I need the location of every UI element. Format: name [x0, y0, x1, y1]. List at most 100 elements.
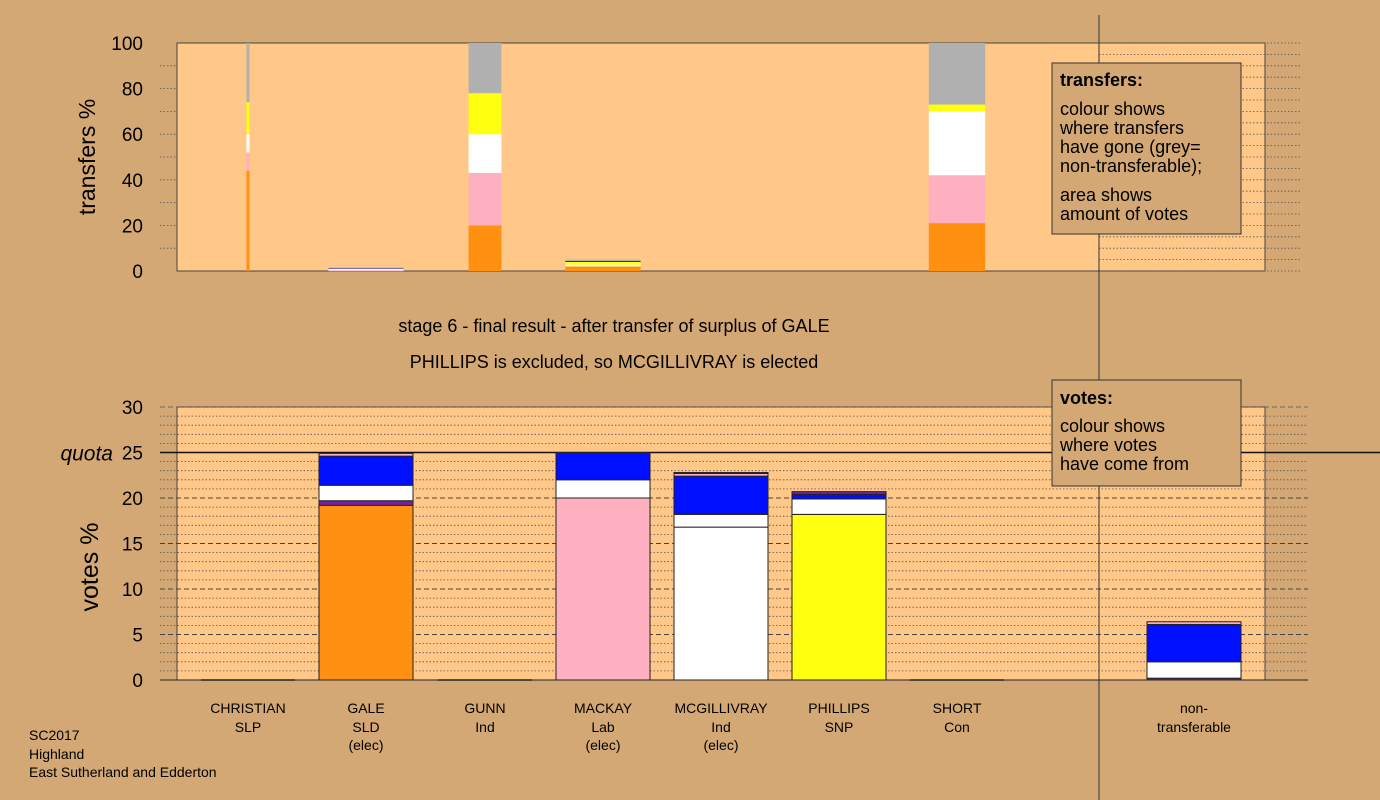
legend-line: where transfers [1059, 118, 1184, 138]
vote-segment [791, 491, 887, 495]
transfers-y-axis-label: transfers % [74, 99, 100, 215]
votes-legend-title: votes: [1060, 388, 1113, 408]
y-tick-label: 60 [122, 125, 143, 146]
stage-result: PHILLIPS is excluded, so MCGILLIVRAY is … [410, 352, 819, 372]
candidate-party: SNP [825, 719, 854, 735]
stage-title: stage 6 - final result - after transfer … [398, 316, 829, 336]
y-tick-label: 0 [132, 262, 143, 283]
nontransferable-label: non- [1180, 700, 1208, 716]
vote-segment [673, 475, 769, 515]
transfer-segment [928, 111, 986, 176]
transfer-bar-mackay [565, 259, 641, 271]
candidate-name: GUNN [464, 700, 505, 716]
transfer-segment [928, 175, 986, 224]
vote-segment [555, 479, 651, 499]
legend-line: area shows [1060, 185, 1152, 205]
vote-segment [1146, 661, 1242, 679]
candidate-party: SLD [352, 719, 379, 735]
quota-label: quota [60, 443, 113, 466]
transfer-segment [928, 223, 986, 271]
transfer-segment [468, 225, 502, 271]
transfer-segment [468, 43, 502, 94]
footer: SC2017 Highland East Sutherland and Edde… [29, 727, 217, 780]
transfer-segment [565, 264, 641, 267]
candidate-label-nontransferable: non-transferable [1157, 700, 1231, 735]
transfer-segment [246, 152, 250, 171]
candidate-status: (elec) [585, 737, 620, 753]
footer-line: SC2017 [29, 727, 80, 743]
vote-bar-mackay [555, 452, 651, 681]
transfer-segment [328, 269, 404, 271]
transfer-segment [246, 170, 250, 271]
legend-line: have gone (grey= [1060, 137, 1201, 157]
transfer-segment [468, 172, 502, 226]
y-tick-label: 15 [122, 535, 143, 556]
footer-line: East Sutherland and Edderton [29, 764, 217, 780]
candidate-party: Con [944, 719, 970, 735]
vote-segment [318, 500, 414, 506]
vote-bar-phillips [791, 491, 887, 681]
transfer-segment [246, 43, 250, 103]
legend-line: colour shows [1060, 416, 1165, 436]
nontransferable-label: transferable [1157, 719, 1231, 735]
transfer-segment [565, 260, 641, 262]
vote-segment [791, 493, 887, 500]
transfer-segment [565, 259, 641, 261]
y-tick-label: 10 [122, 580, 143, 601]
candidate-labels: CHRISTIAN SLP GALE SLD (elec) GUNN Ind MACKAY La… [210, 700, 1231, 753]
vote-segment [1146, 623, 1242, 663]
vote-bar-mcgillivray [673, 472, 769, 681]
transfers-bars [246, 43, 986, 272]
candidate-label-christian: CHRISTIAN SLP [210, 700, 285, 735]
legend-line: have come from [1060, 454, 1189, 474]
candidate-label-short: SHORT Con [933, 700, 982, 735]
transfer-segment [246, 102, 250, 135]
y-tick-label: 20 [122, 216, 143, 237]
vote-segment [318, 455, 414, 486]
legend-line: where votes [1059, 435, 1157, 455]
legend-line: non-transferable); [1060, 156, 1202, 176]
transfer-segment [565, 266, 641, 271]
candidate-name: MACKAY [574, 700, 633, 716]
y-tick-label: 30 [122, 398, 143, 419]
transfers-y-ticks: 0 20 40 60 80 100 [111, 34, 143, 283]
candidate-status: (elec) [703, 737, 738, 753]
y-tick-label: 25 [122, 444, 143, 465]
candidate-party: SLP [235, 719, 261, 735]
vote-segment [318, 484, 414, 502]
votes-bars [201, 452, 1242, 681]
vote-segment [673, 472, 769, 474]
votes-legend-box [1051, 379, 1242, 487]
transfer-bar-christian [246, 43, 250, 271]
candidate-label-mackay: MACKAY Lab (elec) [574, 700, 633, 753]
transfer-segment [246, 134, 250, 153]
transfer-bar-short [928, 43, 986, 271]
candidate-status: (elec) [348, 737, 383, 753]
vote-bar-nontransferable [1146, 621, 1242, 681]
y-tick-label: 5 [132, 626, 143, 647]
footer-line: Highland [29, 746, 84, 762]
y-tick-label: 40 [122, 171, 143, 192]
candidate-name: CHRISTIAN [210, 700, 285, 716]
vote-segment [673, 526, 769, 681]
transfer-bar-gale [328, 267, 404, 272]
vote-segment [555, 497, 651, 681]
y-tick-label: 100 [111, 34, 143, 55]
candidate-name: SHORT [933, 700, 982, 716]
candidate-label-gunn: GUNN Ind [464, 700, 505, 735]
transfer-segment [468, 134, 502, 173]
transfer-segment [468, 93, 502, 135]
vote-segment [555, 452, 651, 481]
vote-bar-gale [318, 452, 414, 681]
transfers-legend-box [1051, 62, 1242, 235]
transfer-segment [565, 261, 641, 265]
vote-segment [791, 513, 887, 681]
candidate-party: Ind [711, 719, 730, 735]
candidate-name: GALE [347, 700, 384, 716]
y-tick-label: 0 [132, 671, 143, 692]
